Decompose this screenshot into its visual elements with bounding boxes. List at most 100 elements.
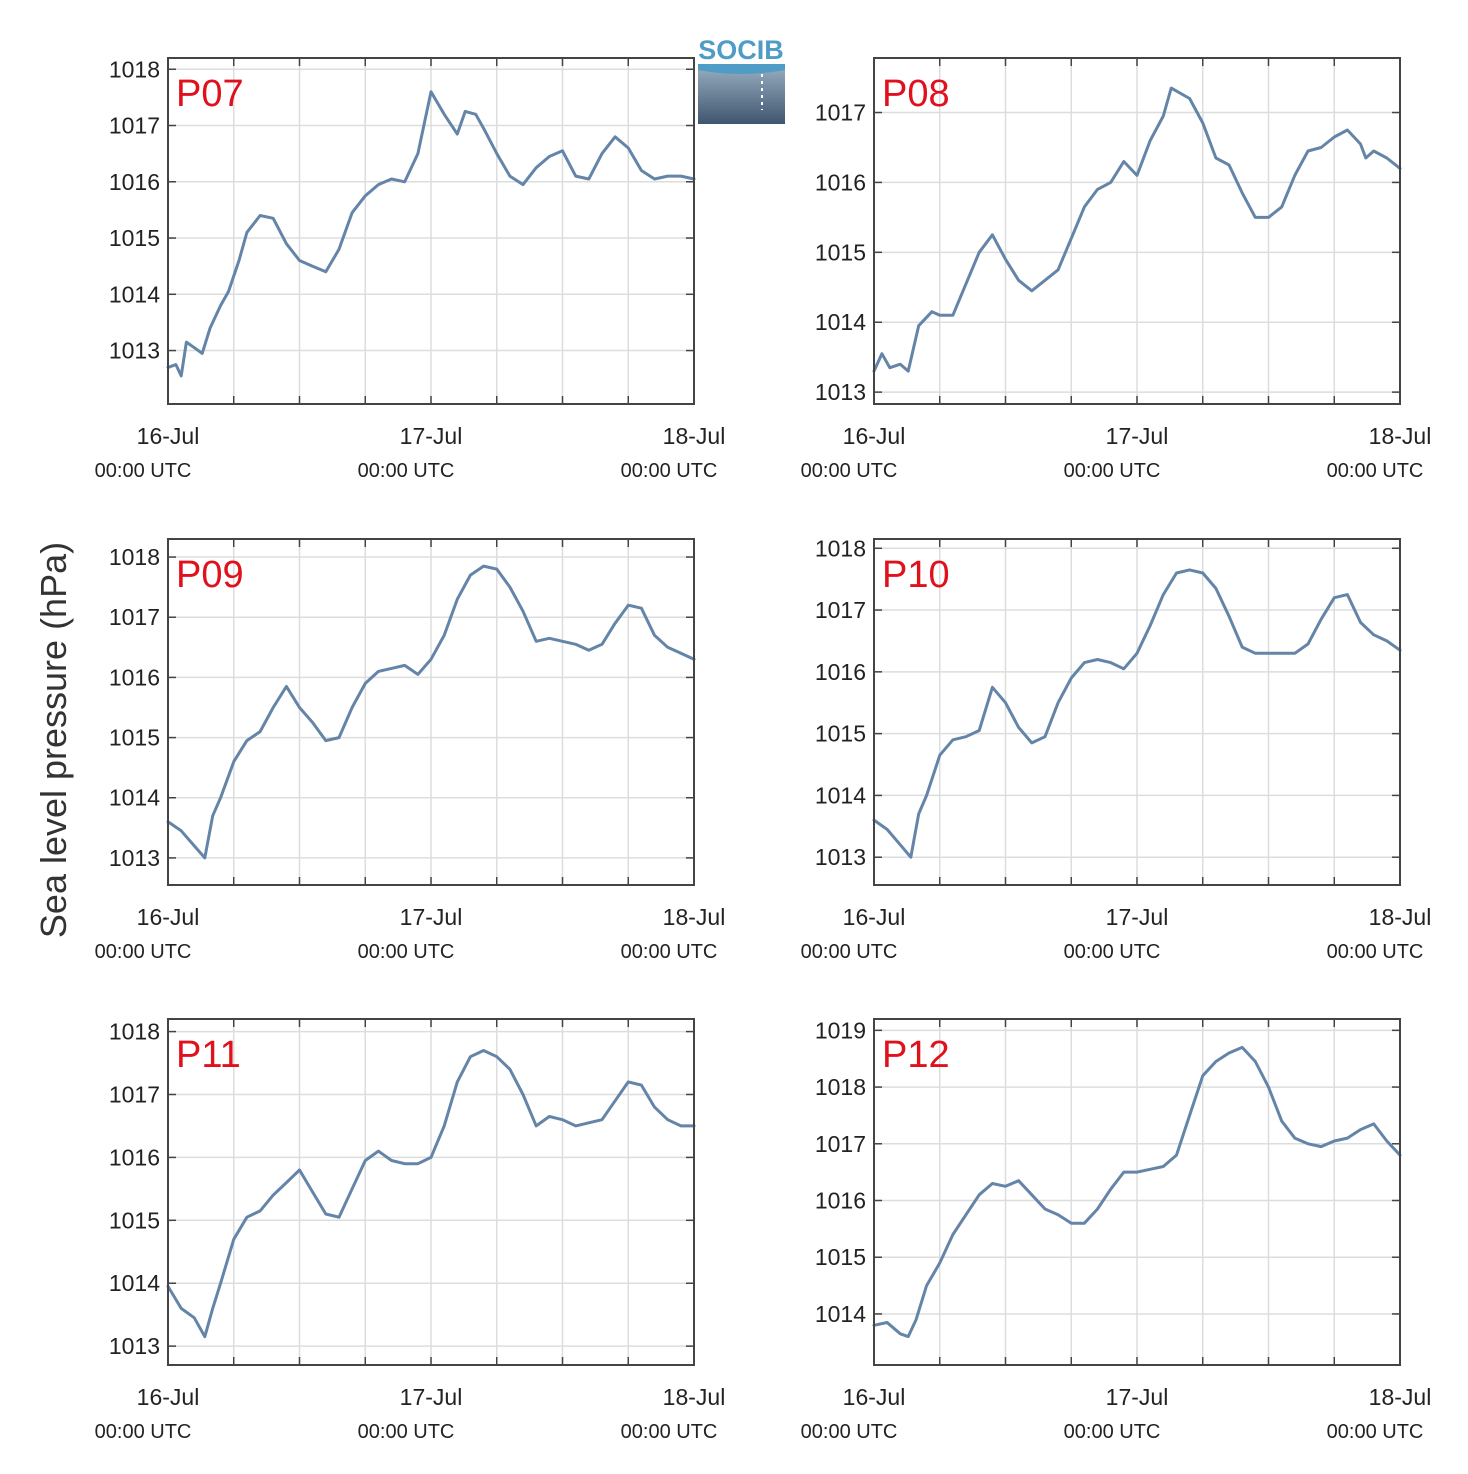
x-tick-label: 17-Jul [400,904,463,930]
x-tick-label: 17-Jul [1106,1384,1169,1410]
plot-frame [167,1018,695,1366]
y-tick-label: 1014 [109,281,160,307]
x-tick-sublabel: 00:00 UTC [1327,1421,1424,1443]
x-tick-sublabel: 00:00 UTC [1064,1421,1161,1443]
x-tick-label: 17-Jul [400,1384,463,1410]
x-tick-sublabel: 00:00 UTC [1327,941,1424,963]
y-tick-label: 1013 [815,379,866,405]
plot-frame [873,1018,1401,1366]
x-tick-sublabel: 00:00 UTC [621,460,718,482]
x-tick-label: 17-Jul [1106,904,1169,930]
y-tick-label: 1018 [815,1074,866,1100]
station-label: P07 [176,73,244,115]
x-tick-label: 16-Jul [137,423,200,449]
y-tick-label: 1017 [109,604,160,630]
x-tick-label: 16-Jul [137,1384,200,1410]
y-tick-label: 1016 [815,169,866,195]
series-line-p07 [166,90,696,378]
x-tick-sublabel: 00:00 UTC [801,941,898,963]
x-tick-label: 17-Jul [1106,423,1169,449]
x-tick-sublabel: 00:00 UTC [1064,941,1161,963]
y-tick-label: 1014 [109,785,160,811]
y-tick-label: 1013 [109,338,160,364]
y-tick-label: 1017 [109,1081,160,1107]
y-tick-label: 1017 [815,100,866,126]
x-tick-sublabel: 00:00 UTC [801,460,898,482]
y-tick-label: 1015 [815,239,866,265]
series-line-p08 [872,86,1402,373]
chart-panel-p09: 1013 1014 1015 1016 1017 1018 16-Jul 00:00 UTC 1… [95,538,726,963]
x-tick-sublabel: 00:00 UTC [801,1421,898,1443]
x-tick-label: 18-Jul [663,1384,726,1410]
x-tick-label: 17-Jul [400,423,463,449]
y-tick-label: 1014 [815,782,866,808]
x-tick-sublabel: 00:00 UTC [621,941,718,963]
y-tick-label: 1018 [815,535,866,561]
x-tick-label: 18-Jul [663,904,726,930]
plot-frame [873,57,1401,405]
chart-panel-p10: 1013 1014 1015 1016 1017 1018 16-Jul 00:00 UTC 1… [801,535,1432,963]
y-tick-label: 1014 [815,309,866,335]
y-tick-label: 1016 [109,664,160,690]
series-line-p10 [872,568,1402,859]
y-tick-label: 1017 [109,113,160,139]
series-line-p12 [872,1045,1402,1339]
x-tick-sublabel: 00:00 UTC [95,941,192,963]
y-tick-label: 1013 [815,844,866,870]
chart-panel-p08: 1013 1014 1015 1016 1017 16-Jul 00:00 UTC 17-Ju… [801,57,1432,482]
x-tick-sublabel: 00:00 UTC [358,1421,455,1443]
y-tick-label: 1016 [109,1144,160,1170]
y-tick-label: 1018 [109,56,160,82]
x-tick-label: 16-Jul [843,1384,906,1410]
y-tick-label: 1016 [815,1188,866,1214]
y-axis-label: Sea level pressure (hPa) [33,542,74,938]
series-line-p09 [166,564,696,860]
chart-panel-p11: 1013 1014 1015 1016 1017 1018 16-Jul 00:00 UTC 1… [95,1018,726,1443]
plot-frame [167,538,695,886]
station-label: P08 [882,73,950,115]
plot-frame [167,57,695,405]
chart-panel-p12: 1014 1015 1016 1017 1018 1019 16-Jul 00:00 UTC 1… [801,1017,1432,1443]
station-label: P10 [882,554,950,596]
x-tick-sublabel: 00:00 UTC [95,460,192,482]
y-tick-label: 1015 [109,725,160,751]
socib-logo-wave [698,64,785,74]
x-tick-sublabel: 00:00 UTC [358,941,455,963]
x-tick-sublabel: 00:00 UTC [358,460,455,482]
y-tick-label: 1013 [109,1333,160,1359]
y-tick-label: 1018 [109,544,160,570]
y-tick-label: 1016 [109,169,160,195]
x-tick-label: 18-Jul [663,423,726,449]
station-label: P11 [176,1034,241,1076]
x-tick-label: 18-Jul [1369,423,1432,449]
y-tick-label: 1016 [815,659,866,685]
y-tick-label: 1015 [815,1244,866,1270]
x-tick-sublabel: 00:00 UTC [1327,460,1424,482]
socib-logo-bar [698,64,785,124]
chart-panel-p07: 1013 1014 1015 1016 1017 1018 16-Jul 00:00 UTC 1… [95,56,726,482]
x-tick-label: 18-Jul [1369,1384,1432,1410]
y-tick-label: 1015 [109,225,160,251]
y-tick-label: 1013 [109,845,160,871]
y-tick-label: 1017 [815,1131,866,1157]
station-label: P12 [882,1034,950,1076]
x-tick-label: 18-Jul [1369,904,1432,930]
y-tick-label: 1015 [815,721,866,747]
y-tick-label: 1017 [815,597,866,623]
station-label: P09 [176,554,244,596]
plot-frame [873,538,1401,886]
socib-logo-text: SOCIB [698,35,784,65]
y-tick-label: 1014 [109,1270,160,1296]
x-tick-sublabel: 00:00 UTC [1064,460,1161,482]
x-tick-sublabel: 00:00 UTC [621,1421,718,1443]
y-tick-label: 1018 [109,1019,160,1045]
x-tick-label: 16-Jul [843,423,906,449]
x-tick-sublabel: 00:00 UTC [95,1421,192,1443]
y-tick-label: 1015 [109,1207,160,1233]
x-tick-label: 16-Jul [843,904,906,930]
x-tick-label: 16-Jul [137,904,200,930]
socib-logo: SOCIB [698,35,785,124]
y-tick-label: 1019 [815,1017,866,1043]
series-line-p11 [166,1049,696,1339]
